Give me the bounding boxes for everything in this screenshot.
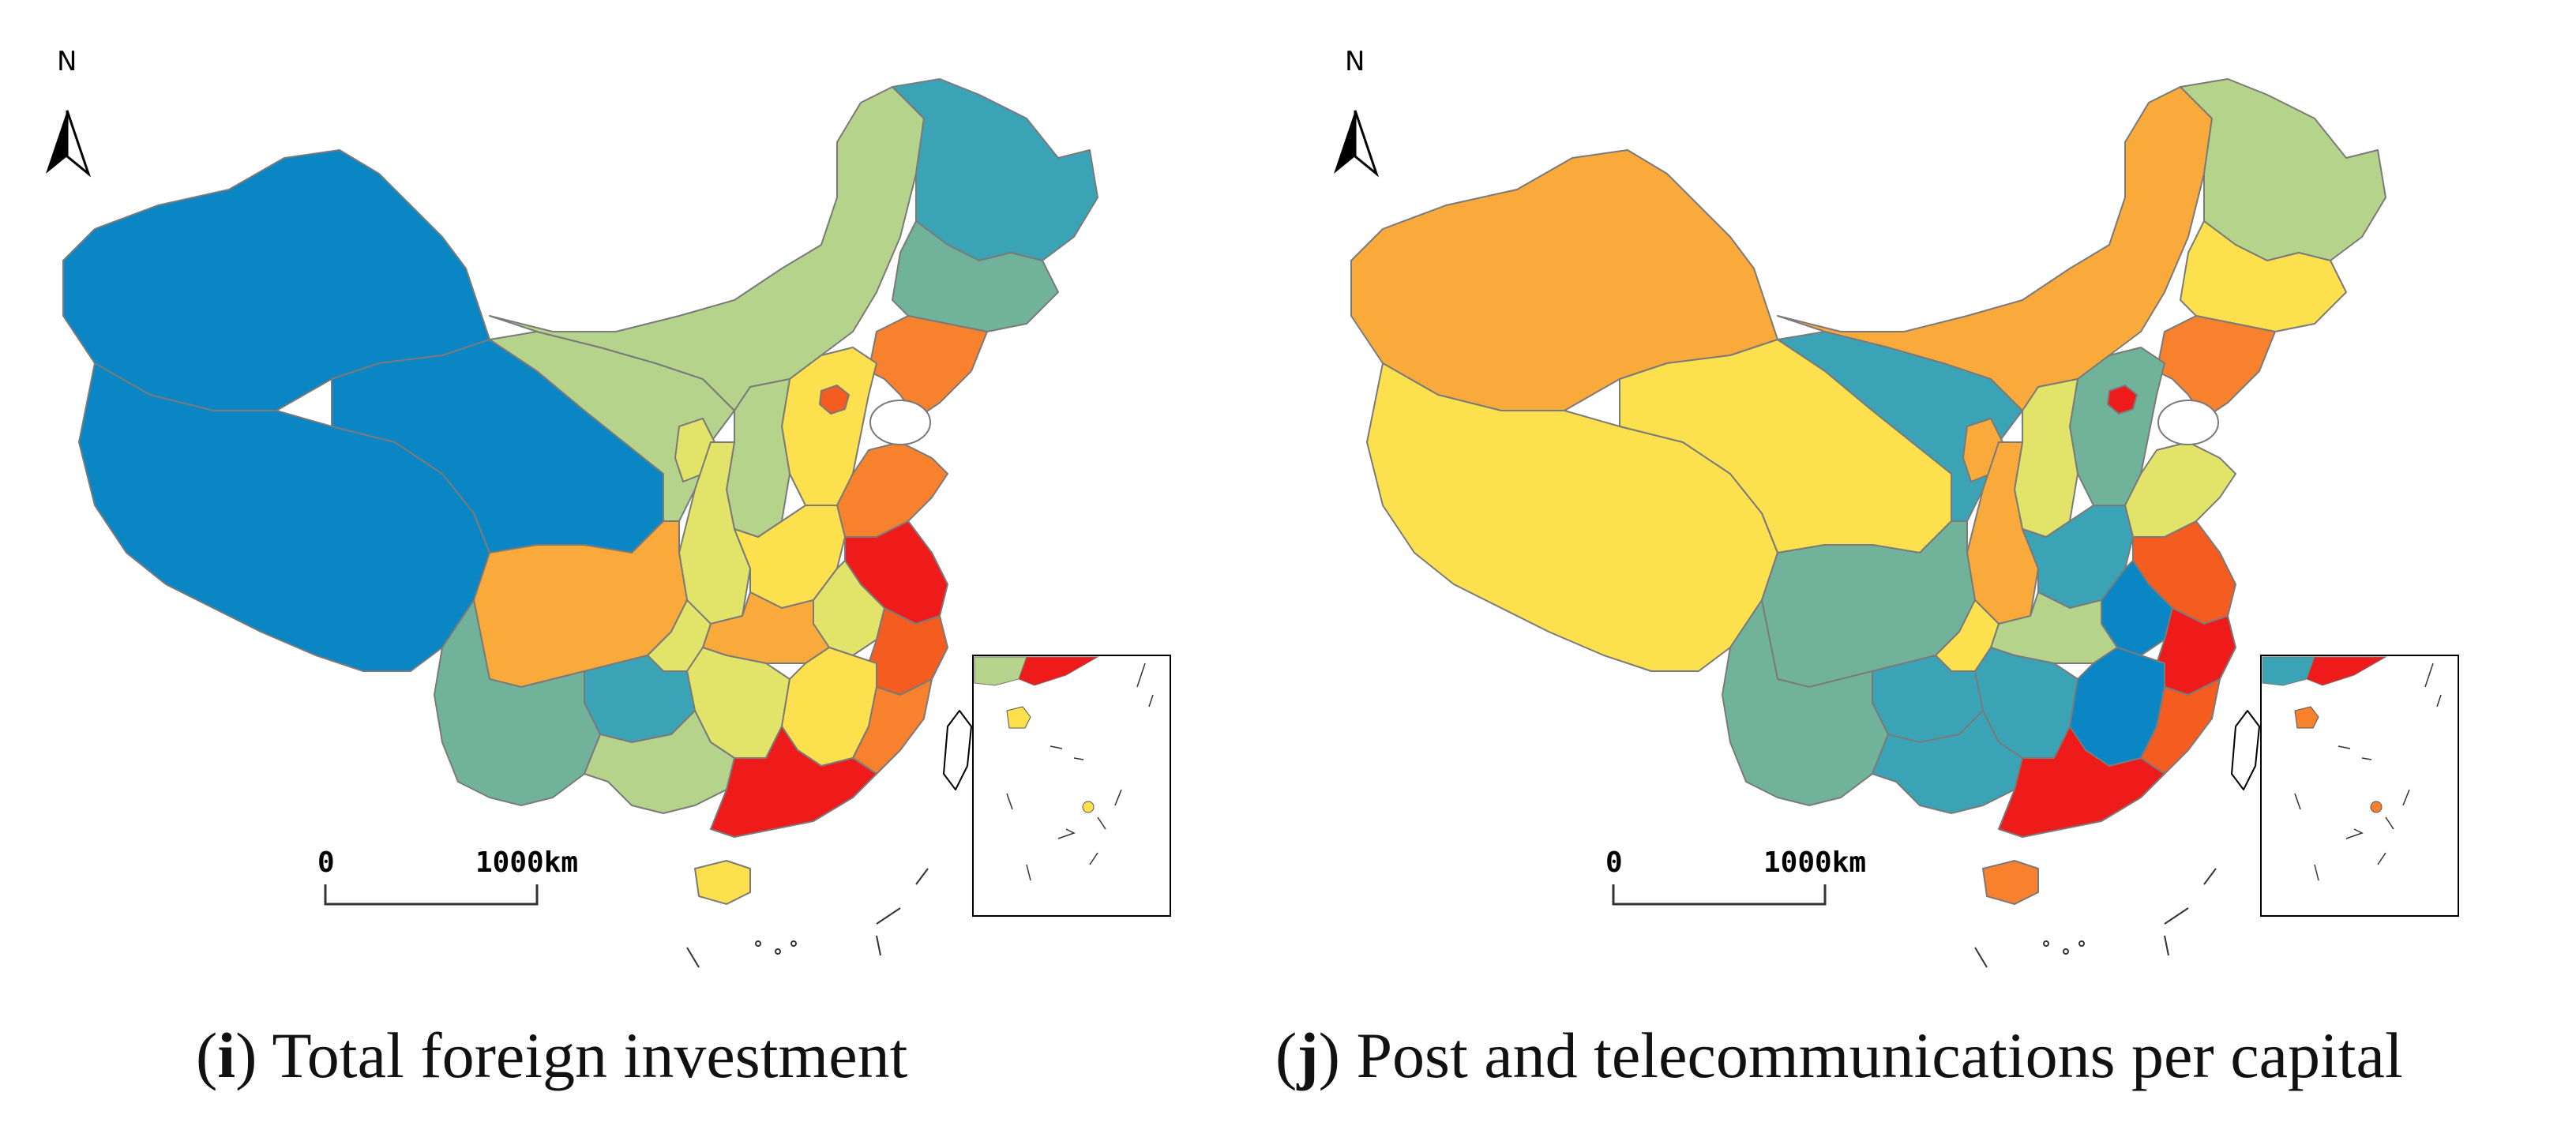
scale-zero-label: 0 <box>1605 846 1623 879</box>
inset-mainland <box>2262 656 2315 686</box>
inset-island <box>1006 706 1031 729</box>
region-henan <box>2022 505 2134 609</box>
inset-map <box>972 655 1171 917</box>
inset-coast <box>1018 656 1099 686</box>
province-layer <box>1350 78 2386 905</box>
north-label: N <box>57 46 77 77</box>
north-arrow <box>1334 110 1380 178</box>
inset-map <box>2260 655 2459 917</box>
region-fujian <box>852 678 933 775</box>
region-fujian <box>2140 678 2221 775</box>
region-zhejiang <box>868 607 948 696</box>
north-label: N <box>1345 46 1365 77</box>
map-caption: (i) Total foreign investment <box>196 1019 908 1091</box>
scale-bar <box>324 884 539 906</box>
region-liaoning <box>868 315 988 419</box>
caption-letter: j <box>1297 1019 1319 1091</box>
region-zhejiang <box>2156 607 2236 696</box>
region-hainan <box>694 860 751 905</box>
inset-coast <box>2306 656 2387 686</box>
north-arrow <box>46 110 92 178</box>
region-guangdong <box>710 726 877 838</box>
region-heilongjiang <box>892 78 1098 261</box>
caption-letter: i <box>217 1019 236 1091</box>
caption-text: Post and telecommunications per capital <box>1356 1019 2403 1091</box>
scale-max-label: 1000km <box>475 846 579 879</box>
map-panel-i: N 0 1000km (i) Total foreign investment <box>46 46 1171 1091</box>
region-heilongjiang <box>2180 78 2386 261</box>
map-caption: (j) Post and telecommunications per capi… <box>1275 1019 2403 1091</box>
inset-dot <box>2370 801 2383 813</box>
inset-island <box>2294 706 2319 729</box>
map-panel-j: N 0 1000km (j) Post and telecommunicatio… <box>1275 0 2576 1126</box>
region-beijing <box>2107 385 2138 415</box>
south-china-sea-marks <box>1974 868 2217 968</box>
bohai-sea <box>2157 400 2219 445</box>
caption-text: Total foreign investment <box>272 1019 908 1091</box>
bohai-sea <box>869 400 931 445</box>
inset-dot <box>1082 801 1095 813</box>
scale-max-label: 1000km <box>1763 846 1867 879</box>
region-taiwan <box>2231 710 2260 790</box>
region-jilin <box>892 220 1059 332</box>
south-china-sea-marks <box>686 868 929 968</box>
choropleth-map <box>1334 78 2459 968</box>
region-jilin <box>2180 220 2347 332</box>
scale-zero-label: 0 <box>317 846 335 879</box>
region-liaoning <box>2156 315 2276 419</box>
scale-bar <box>1612 884 1827 906</box>
region-hainan <box>1982 860 2039 905</box>
region-beijing <box>819 385 850 415</box>
choropleth-map <box>46 78 1171 968</box>
region-guangdong <box>1998 726 2165 838</box>
inset-mainland <box>974 656 1027 686</box>
province-layer <box>62 78 1098 905</box>
region-taiwan <box>943 710 972 790</box>
region-henan <box>734 505 846 609</box>
